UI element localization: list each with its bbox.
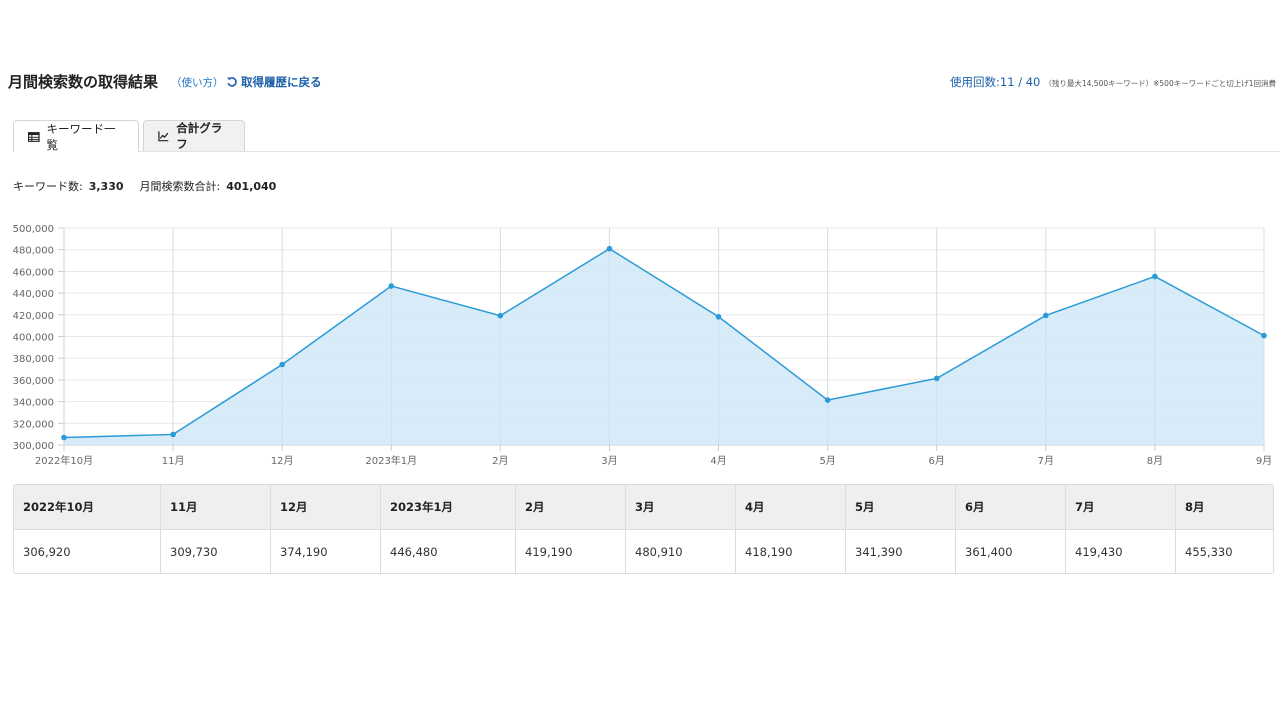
table-cell: 419,430 [1065, 529, 1176, 573]
table-header-cell: 5月 [845, 485, 956, 530]
x-tick-label: 2月 [492, 455, 508, 467]
series-line [63, 247, 1265, 439]
data-point [170, 431, 176, 438]
y-tick-label: 320,000 [13, 419, 54, 430]
table-header-cell: 8月 [1175, 485, 1273, 530]
table-header-cell: 12月 [270, 485, 381, 530]
monthly-total-label: 月間検索数合計: [139, 180, 221, 193]
usage-label: 使用回数: [950, 75, 1000, 89]
data-point [715, 313, 722, 320]
tab-keyword-list-label: キーワード一覧 [46, 121, 116, 152]
x-tick-label: 9月 [1256, 455, 1272, 467]
y-tick-label: 480,000 [13, 246, 54, 257]
summary-stats: キーワード数: 3,330 月間検索数合計: 401,040 [13, 178, 276, 194]
back-link-label: 取得履歴に戻る [241, 75, 322, 89]
table-cell: 418,190 [735, 529, 846, 573]
x-tick-label: 6月 [929, 455, 945, 467]
data-point [1152, 273, 1158, 280]
data-point [606, 245, 613, 252]
x-tick-label: 8月 [1147, 455, 1163, 467]
monthly-search-chart: 500,000 480,000 460,000 440,000 420,000 400,0… [13, 224, 1273, 467]
x-tick-label: 2022年10月 [35, 454, 93, 467]
table-icon [28, 131, 40, 142]
table-header-cell: 11月 [160, 485, 271, 530]
data-point [1043, 312, 1049, 319]
table-cell: 480,910 [625, 529, 736, 573]
data-point [1261, 332, 1267, 339]
table-header-cell: 2022年10月 [14, 485, 161, 530]
y-tick-label: 360,000 [13, 376, 54, 387]
x-tick-label: 2023年1月 [365, 454, 417, 467]
table-cell: 419,190 [515, 529, 626, 573]
y-tick-label: 380,000 [13, 354, 54, 365]
table-header-cell: 3月 [625, 485, 736, 530]
monthly-total-value: 401,040 [226, 180, 277, 193]
tab-total-graph-label: 合計グラフ [176, 121, 223, 151]
tabs-divider [13, 151, 1280, 152]
y-tick-label: 500,000 [13, 224, 54, 235]
undo-icon [227, 77, 237, 87]
table-header-cell: 6月 [955, 485, 1066, 530]
y-tick-label: 300,000 [13, 441, 54, 452]
x-tick-label: 4月 [710, 455, 726, 467]
usage-note: （残り最大14,500キーワード）※500キーワードごと切上げ1回消費 [1044, 79, 1276, 88]
table-header-cell: 2月 [515, 485, 626, 530]
usage-counter: 使用回数: 11 / 40 （残り最大14,500キーワード）※500キーワード… [950, 74, 1276, 90]
y-tick-label: 340,000 [13, 398, 54, 409]
table-cell: 341,390 [845, 529, 956, 573]
x-tick-label: 12月 [271, 455, 294, 467]
table-cell: 374,190 [270, 529, 381, 573]
data-point [824, 397, 831, 403]
y-tick-label: 440,000 [13, 289, 54, 300]
tab-keyword-list[interactable]: キーワード一覧 [13, 120, 139, 152]
table-header-cell: 2023年1月 [380, 485, 516, 530]
data-point [388, 283, 395, 289]
keyword-count-value: 3,330 [88, 180, 124, 193]
x-tick-label: 5月 [819, 455, 835, 467]
x-tick-label: 3月 [601, 455, 617, 467]
data-point [61, 434, 67, 441]
tab-total-graph[interactable]: 合計グラフ [143, 120, 245, 151]
help-link[interactable]: （使い方） [171, 77, 224, 89]
table-header-cell: 7月 [1065, 485, 1176, 530]
table-row: 306,920 309,730 374,190 446,480 419,190 480,9… [14, 529, 1273, 573]
usage-count: 11 / 40 [999, 75, 1041, 89]
line-chart-icon [158, 131, 169, 142]
table-cell: 306,920 [14, 529, 161, 573]
page-title: 月間検索数の取得結果 [8, 73, 159, 91]
y-tick-label: 460,000 [13, 267, 54, 278]
y-tick-label: 400,000 [13, 333, 54, 344]
data-point [933, 375, 940, 382]
y-tick-label: 420,000 [13, 311, 54, 322]
x-tick-label: 11月 [162, 455, 185, 467]
x-tick-label: 7月 [1038, 455, 1054, 467]
monthly-total: 月間検索数合計: 401,040 [140, 178, 277, 194]
keyword-count: キーワード数: 3,330 [13, 178, 124, 194]
data-point [279, 361, 285, 368]
table-cell: 361,400 [955, 529, 1066, 573]
table-cell: 446,480 [380, 529, 516, 573]
table-cell: 455,330 [1175, 529, 1273, 573]
table-cell: 309,730 [160, 529, 271, 573]
data-point [497, 312, 504, 319]
series-area [64, 248, 1264, 445]
table-header-cell: 4月 [735, 485, 846, 530]
keyword-count-label: キーワード数: [13, 180, 83, 193]
back-to-history-link[interactable]: 取得履歴に戻る [226, 74, 322, 90]
